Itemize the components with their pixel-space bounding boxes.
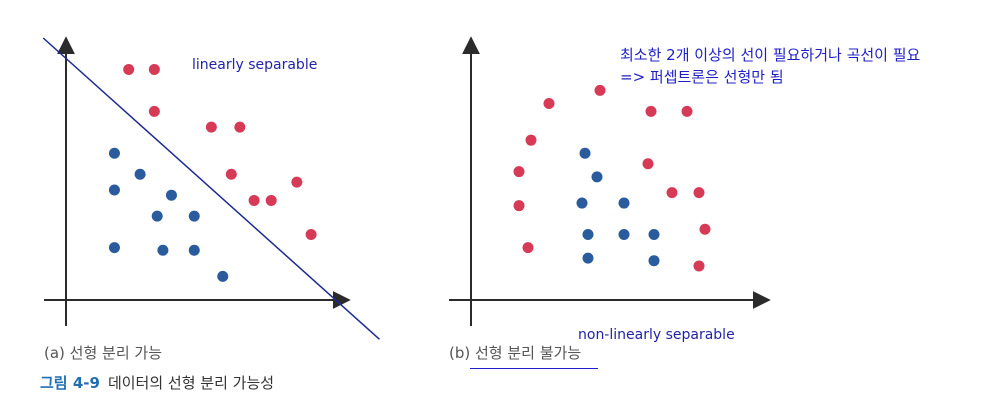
blue-point — [108, 147, 120, 159]
red-point — [148, 63, 160, 75]
panel-a-annotation: linearly separable — [192, 57, 318, 73]
blue-point — [576, 197, 588, 209]
red-point — [693, 187, 705, 199]
figure-number: 그림 4-9 — [40, 374, 100, 392]
blue-point — [108, 242, 120, 254]
red-point — [225, 168, 237, 180]
blue-point — [217, 270, 229, 282]
red-point — [543, 98, 555, 109]
blue-point — [134, 168, 146, 180]
panel-b-caption: (b) 선형 분리 불가능 — [449, 344, 582, 362]
blue-point — [618, 229, 630, 240]
blue-point — [582, 252, 594, 264]
panel-a-caption: (a) 선형 분리 가능 — [44, 344, 163, 362]
red-point — [525, 134, 537, 146]
red-point — [148, 105, 160, 117]
blue-point — [188, 244, 200, 256]
blue-point — [165, 189, 177, 201]
blue-point — [157, 244, 169, 256]
panel-b-plot — [449, 36, 771, 326]
panel-b-caption-underline — [470, 368, 598, 369]
panel-b-annotation: non-linearly separable — [578, 327, 735, 343]
blue-point — [591, 171, 603, 183]
blue-point — [579, 147, 591, 159]
blue-point — [151, 210, 163, 222]
blue-point — [188, 210, 200, 222]
blue-point — [582, 229, 594, 240]
red-point — [248, 194, 260, 206]
red-point — [681, 105, 693, 117]
red-point — [305, 229, 317, 240]
panel-a-plot — [42, 36, 381, 340]
blue-point — [108, 184, 120, 196]
red-point — [594, 84, 606, 96]
red-point — [642, 158, 654, 170]
red-point — [513, 166, 525, 178]
red-point — [699, 223, 711, 235]
note-line-1: 최소한 2개 이상의 선이 필요하거나 곡선이 필요 — [620, 46, 921, 64]
red-point — [205, 121, 217, 133]
blue-point — [648, 255, 660, 267]
figure-title: 데이터의 선형 분리 가능성 — [107, 374, 275, 392]
red-point — [234, 121, 246, 133]
red-point — [522, 242, 534, 254]
red-point — [645, 105, 657, 117]
red-point — [513, 200, 525, 212]
blue-point — [618, 197, 630, 209]
red-point — [291, 176, 303, 188]
red-point — [265, 194, 277, 206]
decision-boundary-line — [42, 37, 381, 340]
red-point — [666, 187, 678, 199]
note: 최소한 2개 이상의 선이 필요하거나 곡선이 필요 => 퍼셉트론은 선형만 … — [620, 44, 920, 88]
figure-caption: 그림 4-9 데이터의 선형 분리 가능성 — [40, 372, 274, 393]
blue-point — [648, 229, 660, 240]
red-point — [123, 63, 135, 75]
note-line-2: => 퍼셉트론은 선형만 됨 — [620, 68, 784, 86]
red-point — [693, 260, 705, 272]
